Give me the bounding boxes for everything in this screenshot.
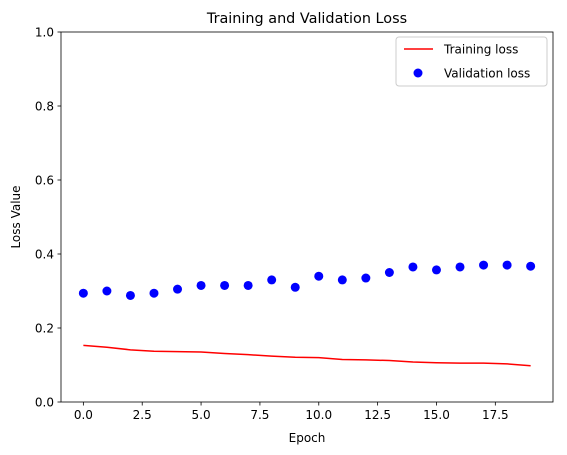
validation-loss-point xyxy=(361,273,371,283)
y-tick-label: 0.8 xyxy=(35,99,54,113)
x-tick-label: 10.0 xyxy=(305,408,332,422)
y-tick-label: 0.6 xyxy=(35,173,54,187)
x-tick-label: 2.5 xyxy=(133,408,152,422)
x-tick-label: 15.0 xyxy=(423,408,450,422)
validation-loss-point xyxy=(267,275,277,285)
validation-loss-point xyxy=(290,282,300,292)
validation-loss-point xyxy=(337,275,347,285)
validation-loss-point xyxy=(220,280,230,290)
y-tick-label: 0.0 xyxy=(35,395,54,409)
chart-title: Training and Validation Loss xyxy=(206,11,407,27)
validation-loss-point xyxy=(243,280,253,290)
axis-ticks: 0.0 2.5 5.0 7.5 10.0 12.5 15.0 17.5 0.0 0.2 0.4 0.6… xyxy=(35,25,554,422)
legend-label: Validation loss xyxy=(444,66,530,80)
plot-area xyxy=(78,260,536,367)
y-tick-label: 0.4 xyxy=(35,247,54,261)
validation-loss-point xyxy=(384,268,394,277)
validation-loss-point xyxy=(408,262,418,272)
validation-loss-point xyxy=(455,262,465,272)
legend-box xyxy=(395,36,548,87)
legend: Training loss Validation loss xyxy=(395,36,548,87)
validation-loss-point xyxy=(125,290,135,300)
plot-frame xyxy=(60,31,554,403)
x-tick-label: 5.0 xyxy=(192,408,211,422)
validation-loss-point xyxy=(502,260,512,270)
validation-loss-point xyxy=(526,261,536,271)
validation-loss-point xyxy=(78,288,88,298)
x-axis-label: Epoch xyxy=(289,431,326,445)
y-axis-label: Loss Value xyxy=(9,185,23,248)
validation-loss-point xyxy=(173,284,183,294)
validation-loss-point xyxy=(196,280,206,290)
validation-loss-point xyxy=(431,265,441,275)
x-tick-label: 7.5 xyxy=(250,408,269,422)
x-tick-label: 17.5 xyxy=(482,408,509,422)
x-tick-label: 0.0 xyxy=(74,408,93,422)
y-tick-label: 0.2 xyxy=(35,321,54,335)
validation-loss-point xyxy=(102,286,112,296)
y-tick-label: 1.0 xyxy=(35,25,54,39)
legend-label: Training loss xyxy=(443,42,518,56)
validation-loss-point xyxy=(314,271,324,281)
training-loss-line xyxy=(83,344,531,367)
x-tick-label: 12.5 xyxy=(364,408,391,422)
validation-loss-point xyxy=(479,260,489,270)
legend-marker-swatch xyxy=(413,68,423,78)
validation-loss-point xyxy=(149,288,159,298)
